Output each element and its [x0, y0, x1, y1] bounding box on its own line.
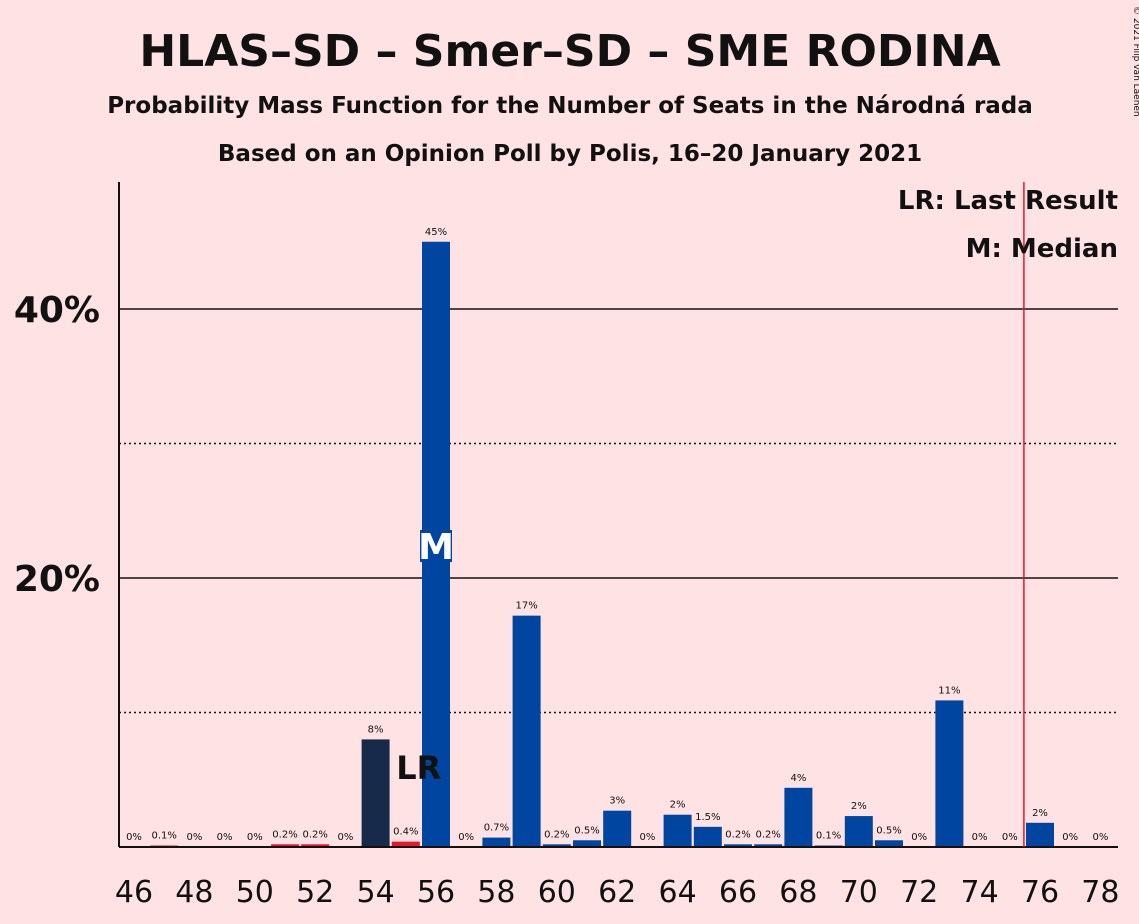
chart-title: HLAS–SD – Smer–SD – SME RODINA	[139, 26, 1000, 77]
x-tick-label: 54	[357, 875, 395, 910]
x-tick-label: 50	[236, 875, 274, 910]
bar-seat-58	[482, 837, 511, 847]
bar-label-60: 0.2%	[544, 829, 569, 840]
x-tick-label: 78	[1081, 875, 1119, 910]
bar-seat-61	[573, 840, 601, 847]
chart-subtitle-poll: Based on an Opinion Poll by Polis, 16–20…	[218, 141, 922, 167]
legend-median: M: Median	[966, 234, 1118, 264]
x-tick-label: 60	[538, 875, 576, 910]
bar-seat-52	[301, 844, 330, 847]
bar-label-48: 0%	[186, 832, 202, 843]
bar-label-50: 0%	[247, 832, 263, 843]
copyright-text: © 2021 Filip van Laenen	[1131, 6, 1139, 117]
y-tick-label: 20%	[14, 559, 100, 600]
x-tick-label: 48	[175, 875, 213, 910]
bar-label-59: 17%	[515, 601, 537, 612]
bar-label-65: 1.5%	[695, 812, 720, 823]
bar-seat-70	[844, 816, 873, 847]
bar-seat-64	[663, 814, 692, 847]
bar-label-53: 0%	[337, 832, 353, 843]
bar-label-78: 0%	[1092, 832, 1108, 843]
x-tick-label: 68	[779, 875, 817, 910]
bar-label-72: 0%	[911, 832, 927, 843]
bar-seat-65	[693, 826, 722, 847]
bar-label-76: 2%	[1032, 808, 1048, 819]
bar-seat-66	[724, 844, 752, 847]
markers: LR M	[396, 182, 1025, 847]
bar-label-69: 0.1%	[816, 831, 841, 842]
bar-label-49: 0%	[217, 832, 233, 843]
x-tick-label: 72	[900, 875, 938, 910]
bar-label-51: 0.2%	[272, 829, 297, 840]
last-result-marker: LR	[396, 749, 441, 787]
bars	[150, 241, 1054, 847]
bar-label-57: 0%	[458, 832, 474, 843]
bar-label-67: 0.2%	[755, 829, 780, 840]
y-tick-label: 40%	[14, 290, 100, 331]
x-tick-label: 52	[296, 875, 334, 910]
x-tick-label: 76	[1021, 875, 1059, 910]
bar-label-63: 0%	[639, 832, 655, 843]
bar-seat-55	[391, 841, 420, 847]
bar-label-70: 2%	[851, 801, 867, 812]
bar-seat-67	[754, 844, 783, 847]
x-tick-label: 66	[719, 875, 757, 910]
bar-label-66: 0.2%	[725, 829, 750, 840]
bar-label-55: 0.4%	[393, 827, 418, 838]
bar-seat-68	[784, 787, 813, 847]
bar-seat-51	[271, 844, 299, 847]
bar-labels: 0% 0.1% 0% 0% 0% 0.2% 0.2% 0% 8% 0.4% 45% 0% 0.7% 17%…	[126, 227, 1108, 843]
bar-label-52: 0.2%	[302, 829, 327, 840]
bar-seat-62	[603, 810, 632, 847]
x-tick-label: 70	[840, 875, 878, 910]
bar-label-54: 8%	[368, 724, 384, 735]
x-tick-label: 46	[115, 875, 153, 910]
median-marker: M	[418, 527, 454, 568]
bar-label-58: 0.7%	[484, 823, 509, 834]
bar-label-46: 0%	[126, 832, 142, 843]
bar-label-47: 0.1%	[151, 831, 176, 842]
bar-label-61: 0.5%	[574, 825, 599, 836]
bar-label-71: 0.5%	[876, 825, 901, 836]
bar-label-77: 0%	[1062, 832, 1078, 843]
axes: 20% 40% 46 48 50 52 54 56 58 60 62 64 66 68 70 72 74 76 78	[14, 182, 1119, 910]
bar-label-73: 11%	[938, 685, 960, 696]
bar-label-74: 0%	[972, 832, 988, 843]
chart-subtitle: Probability Mass Function for the Number…	[107, 93, 1033, 119]
bar-label-62: 3%	[609, 796, 625, 807]
bar-label-75: 0%	[1002, 832, 1018, 843]
x-tick-label: 64	[659, 875, 697, 910]
x-tick-label: 56	[417, 875, 455, 910]
bar-label-64: 2%	[670, 800, 686, 811]
gridlines	[119, 308, 1118, 714]
bar-seat-60	[542, 844, 571, 847]
bar-seat-71	[875, 840, 903, 847]
bar-label-68: 4%	[790, 773, 806, 784]
bar-label-56: 45%	[425, 227, 447, 238]
median-marker-bg	[420, 530, 452, 562]
x-tick-label: 62	[598, 875, 636, 910]
legend-last-result: LR: Last Result	[898, 186, 1118, 216]
bar-seat-59	[512, 615, 541, 847]
x-tick-label: 58	[477, 875, 515, 910]
x-tick-label: 74	[961, 875, 999, 910]
bar-seat-73	[935, 700, 964, 847]
bar-seat-54	[361, 739, 390, 847]
bar-seat-76	[1026, 822, 1054, 847]
